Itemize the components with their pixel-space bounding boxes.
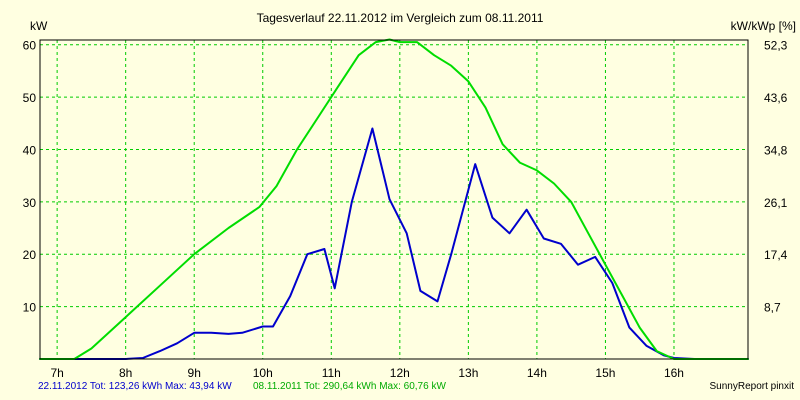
grid-layer: [40, 40, 748, 359]
series-line-2012: [39, 127, 749, 360]
right-tick-label: 8,7: [764, 301, 781, 315]
right-axis-label: kW/kWp [%]: [731, 19, 796, 33]
series-line-2011: [39, 38, 749, 360]
left-tick-label: 50: [23, 91, 37, 105]
x-tick-label: 12h: [390, 366, 410, 380]
x-tick-label: 11h: [322, 366, 341, 380]
x-tick-label: 8h: [119, 366, 132, 380]
right-tick-label: 43,6: [764, 91, 788, 105]
left-axis-label: kW: [30, 19, 48, 33]
x-tick-label: 14h: [527, 366, 547, 380]
series-layer: [39, 38, 749, 360]
left-tick-label: 30: [23, 196, 37, 210]
right-tick-label: 34,8: [764, 143, 788, 157]
x-tick-label: 16h: [664, 366, 684, 380]
legend-2012: 22.11.2012 Tot: 123,26 kWh Max: 43,94 kW: [38, 381, 232, 392]
x-tick-label: 9h: [188, 366, 201, 380]
x-tick-label: 15h: [595, 366, 615, 380]
right-tick-label: 52,3: [764, 39, 788, 53]
left-tick-label: 40: [23, 143, 37, 157]
ticks-layer: 7h 8h 9h 10h 11h 12h 13h 14h 15h 16h 10 8,7 20 17,4 30…: [23, 39, 788, 380]
chart-title: Tagesverlauf 22.11.2012 im Vergleich zum…: [257, 11, 544, 25]
plot-border: [39, 39, 749, 360]
legend-2011: 08.11.2011 Tot: 290,64 kWh Max: 60,76 kW: [253, 381, 446, 392]
credit-text: SunnyReport pinxit: [709, 381, 795, 392]
x-tick-label: 13h: [458, 366, 478, 380]
right-tick-label: 17,4: [764, 248, 788, 262]
right-tick-label: 26,1: [764, 196, 788, 210]
x-tick-label: 7h: [50, 366, 63, 380]
left-tick-label: 10: [23, 301, 37, 315]
x-tick-label: 10h: [253, 366, 273, 380]
left-tick-label: 60: [23, 39, 37, 53]
left-tick-label: 20: [23, 248, 37, 262]
